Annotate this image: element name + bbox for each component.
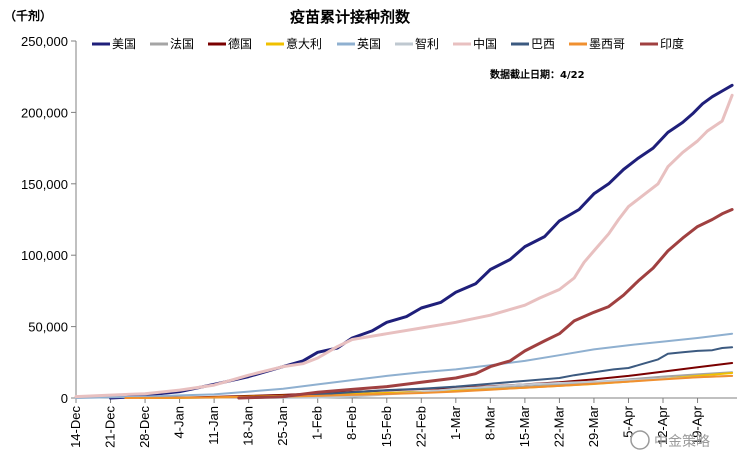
series-line-法国 [144,371,734,399]
x-tick-label: 18-Jan [241,406,256,446]
x-tick-label: 1-Feb [310,406,325,440]
x-tick-label: 15-Mar [517,405,532,447]
legend-item-法国: 法国 [150,37,194,51]
wechat-icon [630,430,650,450]
legend-label: 美国 [112,37,136,51]
y-tick-label: 0 [61,391,68,406]
x-tick-label: 12-Apr [655,405,670,445]
legend-label: 巴西 [531,37,555,51]
x-tick-label: 22-Feb [413,406,428,447]
legend-label: 中国 [473,36,497,51]
x-tick-label: 4-Jan [172,406,187,439]
data-cutoff-annotation: 数据截止日期：4/22 [490,68,585,81]
legend-item-意大利: 意大利 [266,36,322,51]
series-line-中国 [74,93,734,399]
x-tick-label: 22-Mar [551,405,566,447]
chart-title: 疫苗累计接种剂数 [290,8,411,26]
x-tick-label: 15-Feb [379,406,394,447]
x-tick-label: 21-Dec [103,406,118,448]
x-tick-label: 8-Feb [344,406,359,440]
legend-label: 墨西哥 [589,37,625,51]
x-tick-label: 25-Jan [275,406,290,446]
watermark-text: 中金策略 [654,433,710,450]
x-tick-label: 29-Mar [586,405,601,447]
legend-label: 英国 [357,37,381,51]
legend-item-英国: 英国 [337,37,381,51]
x-tick-label: 5-Apr [620,405,635,437]
y-tick-label: 50,000 [28,320,68,335]
legend-item-墨西哥: 墨西哥 [569,37,625,51]
legend-item-智利: 智利 [395,36,439,51]
x-axis: 14-Dec 21-Dec 28-Dec 4-Jan 11-Jan 18-Jan 25-Ja… [68,397,737,448]
y-tick-label: 100,000 [21,248,68,263]
y-tick-label: 250,000 [21,34,68,49]
unit-label: （千剂） [4,8,52,23]
series-line-美国 [109,83,734,400]
x-tick-label: 14-Dec [68,406,83,448]
y-tick-label: 200,000 [21,105,68,120]
series-line-英国 [75,332,734,399]
watermark: 中金策略 [630,430,710,450]
series-line-印度 [237,208,734,400]
legend-item-巴西: 巴西 [511,37,555,51]
legend-item-印度: 印度 [640,36,684,51]
x-tick-label: 19-Apr [690,405,705,445]
x-tick-label: 8-Mar [482,405,497,440]
x-tick-label: 28-Dec [137,406,152,448]
series-line-意大利 [139,372,734,399]
x-tick-label: 1-Mar [448,405,463,440]
legend-label: 印度 [660,36,684,51]
legend-label: 德国 [228,36,252,51]
legend-item-中国: 中国 [453,36,497,51]
legend-label: 智利 [415,36,439,51]
legend-item-德国: 德国 [208,36,252,51]
series-line-巴西 [247,346,734,399]
legend: 美国 法国 德国 意大利 英国 智利 中国 巴西 墨西哥 印度 [92,36,684,51]
y-tick-label: 150,000 [21,177,68,192]
x-tick-label: 11-Jan [206,406,221,445]
series-lines [74,83,734,400]
legend-label: 法国 [170,37,194,51]
legend-item-美国: 美国 [92,37,136,51]
y-axis: 0 50,000 100,000 150,000 200,000 250,000 [21,34,77,406]
legend-label: 意大利 [286,36,322,51]
